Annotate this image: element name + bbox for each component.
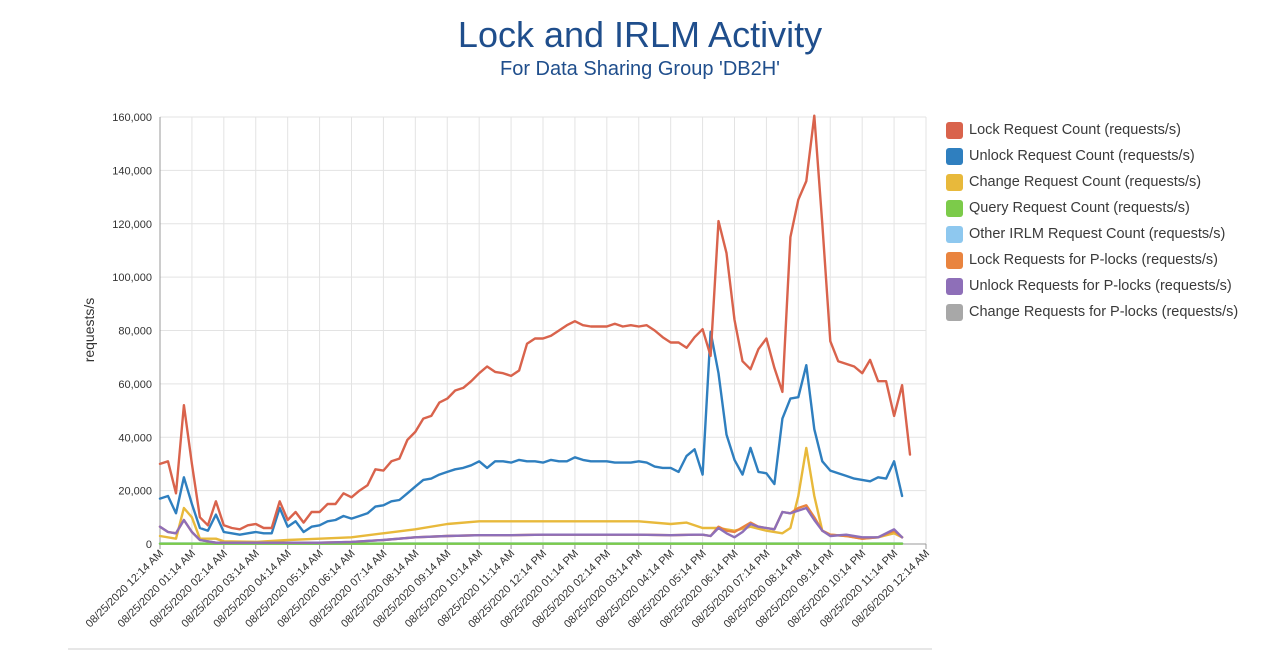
legend-swatch xyxy=(946,225,963,243)
legend: Lock Request Count (requests/s) Unlock Re… xyxy=(946,117,1238,325)
chart-subtitle: For Data Sharing Group 'DB2H' xyxy=(500,58,780,80)
legend-item[interactable]: Unlock Requests for P-locks (requests/s) xyxy=(946,273,1238,299)
legend-swatch xyxy=(946,303,963,321)
legend-item[interactable]: Change Requests for P-locks (requests/s) xyxy=(946,299,1238,325)
legend-swatch xyxy=(946,277,963,295)
legend-swatch xyxy=(946,251,963,269)
legend-swatch xyxy=(946,121,963,139)
legend-label: Lock Request Count (requests/s) xyxy=(969,122,1181,138)
series-line-1 xyxy=(158,114,912,531)
legend-swatch xyxy=(946,199,963,217)
y-tick-label: 80,000 xyxy=(118,326,152,338)
legend-item[interactable]: Lock Requests for P-locks (requests/s) xyxy=(946,247,1238,273)
legend-label: Unlock Request Count (requests/s) xyxy=(969,148,1195,164)
y-tick-label: 140,000 xyxy=(112,165,152,177)
legend-label: Lock Requests for P-locks (requests/s) xyxy=(969,252,1219,268)
y-tick-label: 0 xyxy=(146,539,152,551)
series-lines xyxy=(158,114,912,545)
legend-item[interactable]: Change Request Count (requests/s) xyxy=(946,169,1238,195)
legend-label: Unlock Requests for P-locks (requests/s) xyxy=(969,278,1232,294)
legend-label: Change Request Count (requests/s) xyxy=(969,174,1202,190)
y-tick-label: 120,000 xyxy=(112,219,152,231)
legend-label: Change Requests for P-locks (requests/s) xyxy=(969,304,1239,320)
series-line-2 xyxy=(158,330,904,536)
legend-item[interactable]: Lock Request Count (requests/s) xyxy=(946,117,1238,143)
y-tick-label: 60,000 xyxy=(118,379,152,391)
legend-label: Query Request Count (requests/s) xyxy=(969,200,1190,216)
chart-title: Lock and IRLM Activity xyxy=(457,14,823,55)
y-tick-label: 20,000 xyxy=(118,486,152,498)
y-axis-label: requests/s xyxy=(81,298,97,363)
legend-label: Other IRLM Request Count (requests/s) xyxy=(969,226,1226,242)
legend-item[interactable]: Query Request Count (requests/s) xyxy=(946,195,1238,221)
legend-item[interactable]: Other IRLM Request Count (requests/s) xyxy=(946,221,1238,247)
legend-swatch xyxy=(946,173,963,191)
series-line-7 xyxy=(158,506,904,544)
axes: 0 20,000 40,000 60,000 80,000 100,000 120,000 1… xyxy=(68,112,932,650)
legend-swatch xyxy=(946,147,963,165)
y-tick-label: 100,000 xyxy=(112,272,152,284)
y-tick-label: 40,000 xyxy=(118,432,152,444)
legend-item[interactable]: Unlock Request Count (requests/s) xyxy=(946,143,1238,169)
y-tick-label: 160,000 xyxy=(112,112,152,124)
